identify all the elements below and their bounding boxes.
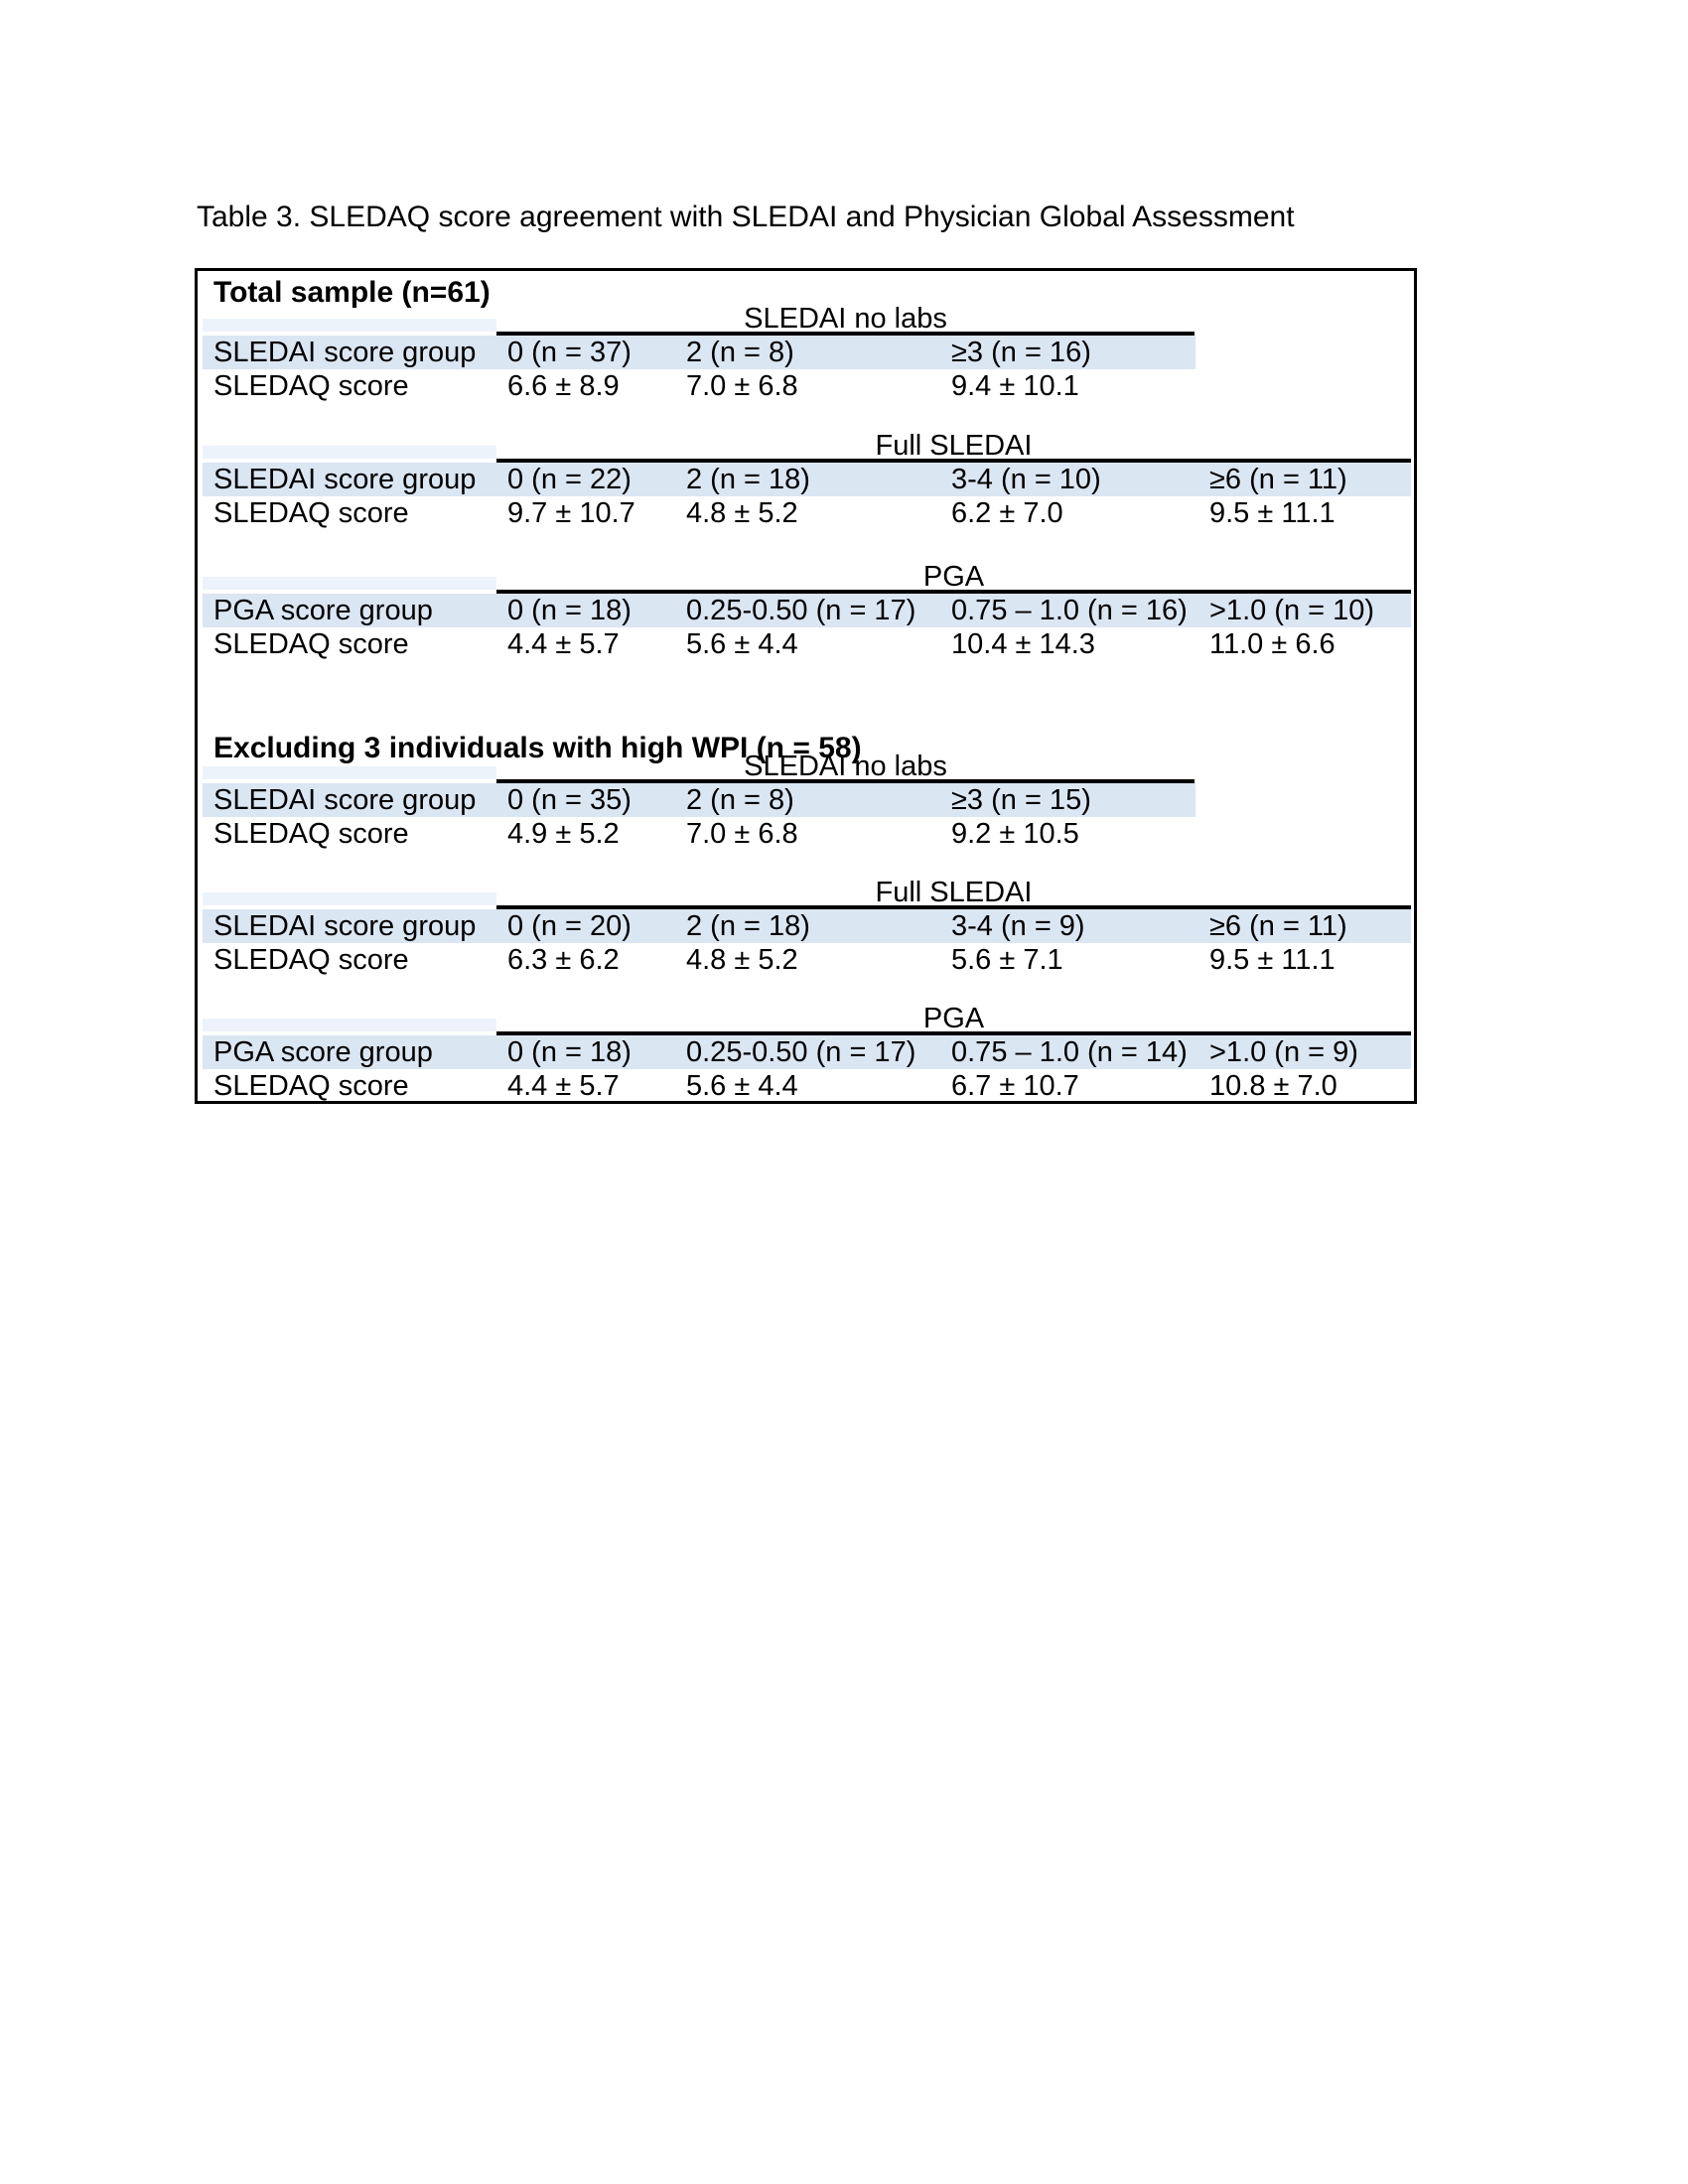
score-cell: 4.8 ± 5.2 xyxy=(686,497,798,529)
group-cell: 0 (n = 20) xyxy=(507,910,632,942)
header-row-shading xyxy=(203,766,496,779)
score-cell: 4.4 ± 5.7 xyxy=(507,1070,620,1102)
row-label: PGA score group xyxy=(213,595,433,626)
group-row: SLEDAI score group 0 (n = 37) 2 (n = 8) … xyxy=(203,336,1196,369)
score-cell: 4.4 ± 5.7 xyxy=(507,628,620,660)
group-cell: 2 (n = 18) xyxy=(686,910,810,942)
score-cell: 5.6 ± 7.1 xyxy=(951,944,1063,976)
row-label: PGA score group xyxy=(213,1036,433,1068)
block-heading-total-sample: Total sample (n=61) xyxy=(213,276,491,309)
table-box: Total sample (n=61) SLEDAI no labs SLEDA… xyxy=(195,268,1417,1104)
section-header: SLEDAI no labs xyxy=(744,303,947,335)
row-label: SLEDAI score group xyxy=(213,910,477,942)
score-cell: 11.0 ± 6.6 xyxy=(1209,628,1336,660)
group-cell: 0 (n = 37) xyxy=(507,337,632,368)
group-cell: 3-4 (n = 9) xyxy=(951,910,1085,942)
group-cell: 0.25-0.50 (n = 17) xyxy=(686,1036,916,1068)
header-rule xyxy=(496,779,1195,783)
group-cell: 0.75 – 1.0 (n = 16) xyxy=(951,595,1188,626)
score-cell: 5.6 ± 4.4 xyxy=(686,628,798,660)
header-rule xyxy=(496,1031,1411,1035)
group-cell: 3-4 (n = 10) xyxy=(951,464,1101,495)
row-label: SLEDAQ score xyxy=(213,818,409,850)
block-heading-excluding-wpi: Excluding 3 individuals with high WPI (n… xyxy=(213,732,862,764)
group-cell: 2 (n = 8) xyxy=(686,784,794,816)
header-row-shading xyxy=(203,577,496,590)
score-row: SLEDAQ score 6.3 ± 6.2 4.8 ± 5.2 5.6 ± 7… xyxy=(203,943,1411,977)
score-cell: 5.6 ± 4.4 xyxy=(686,1070,798,1102)
header-row-shading xyxy=(203,892,496,905)
header-rule xyxy=(496,332,1195,336)
score-cell: 7.0 ± 6.8 xyxy=(686,818,798,850)
group-row: SLEDAI score group 0 (n = 35) 2 (n = 8) … xyxy=(203,783,1196,817)
group-row: PGA score group 0 (n = 18) 0.25-0.50 (n … xyxy=(203,1035,1411,1069)
row-label: SLEDAQ score xyxy=(213,370,409,402)
header-rule xyxy=(496,905,1411,909)
score-cell: 6.3 ± 6.2 xyxy=(507,944,620,976)
header-row-shading xyxy=(203,319,496,332)
row-label: SLEDAI score group xyxy=(213,337,477,368)
score-row: SLEDAQ score 4.9 ± 5.2 7.0 ± 6.8 9.2 ± 1… xyxy=(203,817,1411,851)
header-row-shading xyxy=(203,446,496,459)
score-row: SLEDAQ score 9.7 ± 10.7 4.8 ± 5.2 6.2 ± … xyxy=(203,496,1411,530)
score-cell: 9.7 ± 10.7 xyxy=(507,497,635,529)
score-cell: 9.5 ± 11.1 xyxy=(1209,497,1336,529)
row-label: SLEDAQ score xyxy=(213,497,409,529)
score-row: SLEDAQ score 4.4 ± 5.7 5.6 ± 4.4 6.7 ± 1… xyxy=(203,1069,1411,1103)
group-cell: ≥3 (n = 15) xyxy=(951,784,1091,816)
header-rule xyxy=(496,459,1411,463)
score-cell: 7.0 ± 6.8 xyxy=(686,370,798,402)
section-header: PGA xyxy=(922,561,985,593)
group-row: PGA score group 0 (n = 18) 0.25-0.50 (n … xyxy=(203,594,1411,627)
header-row-shading xyxy=(203,1019,496,1031)
section-header: SLEDAI no labs xyxy=(744,751,947,782)
group-cell: 0 (n = 35) xyxy=(507,784,632,816)
group-cell: 0 (n = 18) xyxy=(507,595,632,626)
row-label: SLEDAI score group xyxy=(213,784,477,816)
row-label: SLEDAQ score xyxy=(213,1070,409,1102)
score-cell: 6.7 ± 10.7 xyxy=(951,1070,1079,1102)
score-row: SLEDAQ score 6.6 ± 8.9 7.0 ± 6.8 9.4 ± 1… xyxy=(203,369,1411,403)
group-cell: 2 (n = 8) xyxy=(686,337,794,368)
row-label: SLEDAI score group xyxy=(213,464,477,495)
score-cell: 4.8 ± 5.2 xyxy=(686,944,798,976)
score-cell: 9.5 ± 11.1 xyxy=(1209,944,1336,976)
row-label: SLEDAQ score xyxy=(213,628,409,660)
group-cell: ≥6 (n = 11) xyxy=(1209,910,1347,942)
group-cell: >1.0 (n = 10) xyxy=(1209,595,1375,626)
section-header: PGA xyxy=(922,1003,985,1034)
group-cell: 0 (n = 18) xyxy=(507,1036,632,1068)
group-cell: >1.0 (n = 9) xyxy=(1209,1036,1358,1068)
group-cell: ≥3 (n = 16) xyxy=(951,337,1091,368)
table-caption: Table 3. SLEDAQ score agreement with SLE… xyxy=(197,201,1295,233)
row-label: SLEDAQ score xyxy=(213,944,409,976)
score-cell: 10.8 ± 7.0 xyxy=(1209,1070,1337,1102)
section-header: Full SLEDAI xyxy=(875,430,1033,462)
group-cell: ≥6 (n = 11) xyxy=(1209,464,1347,495)
score-row: SLEDAQ score 4.4 ± 5.7 5.6 ± 4.4 10.4 ± … xyxy=(203,627,1411,661)
group-cell: 0 (n = 22) xyxy=(507,464,632,495)
score-cell: 9.2 ± 10.5 xyxy=(951,818,1079,850)
score-cell: 9.4 ± 10.1 xyxy=(951,370,1079,402)
group-row: SLEDAI score group 0 (n = 22) 2 (n = 18)… xyxy=(203,463,1411,496)
score-cell: 6.2 ± 7.0 xyxy=(951,497,1063,529)
score-cell: 10.4 ± 14.3 xyxy=(951,628,1095,660)
score-cell: 6.6 ± 8.9 xyxy=(507,370,620,402)
group-row: SLEDAI score group 0 (n = 20) 2 (n = 18)… xyxy=(203,909,1411,943)
group-cell: 0.75 – 1.0 (n = 14) xyxy=(951,1036,1188,1068)
group-cell: 0.25-0.50 (n = 17) xyxy=(686,595,916,626)
header-rule xyxy=(496,590,1411,594)
section-header: Full SLEDAI xyxy=(875,877,1033,908)
score-cell: 4.9 ± 5.2 xyxy=(507,818,620,850)
group-cell: 2 (n = 18) xyxy=(686,464,810,495)
